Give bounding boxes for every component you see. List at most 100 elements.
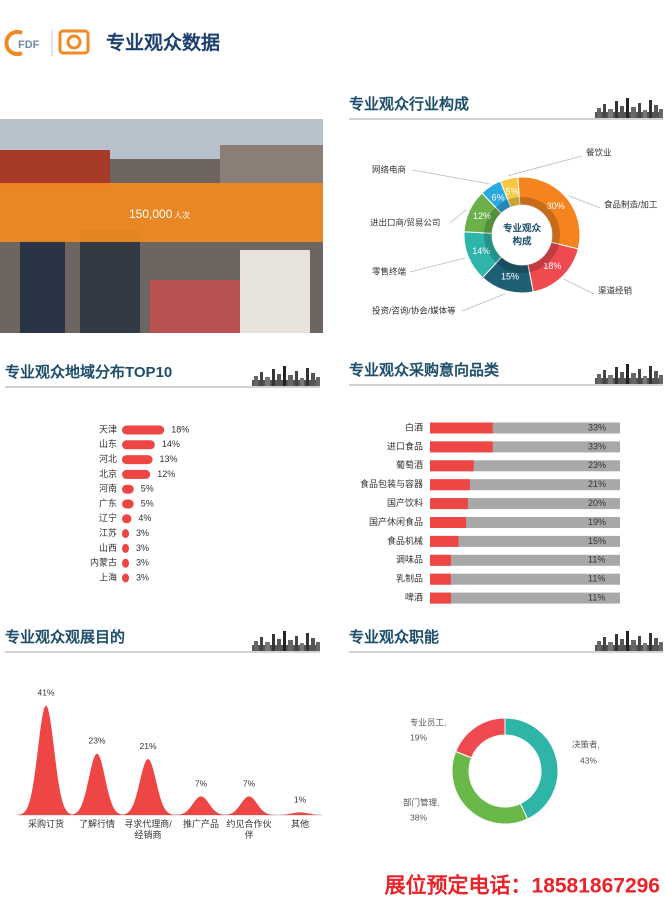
data-label: 3% xyxy=(136,558,149,568)
photo-band xyxy=(0,183,323,242)
data-label: 13% xyxy=(160,454,178,464)
bar-track xyxy=(430,554,620,566)
y-tick-label: 国产饮料 xyxy=(387,497,423,508)
bar xyxy=(430,517,467,528)
x-tick-label-text: 其他 xyxy=(290,819,309,829)
category-label: 部门管理, xyxy=(403,797,439,807)
y-tick-label: 辽宁 xyxy=(99,512,117,523)
data-label: 12% xyxy=(473,211,491,221)
logo-text: FDF xyxy=(18,39,40,51)
bar xyxy=(122,499,134,509)
bar xyxy=(122,514,132,524)
data-label: 21% xyxy=(588,479,606,489)
leader-line xyxy=(563,278,595,295)
data-label: 15% xyxy=(501,272,519,282)
bar xyxy=(122,440,155,450)
bar-track xyxy=(430,573,620,585)
category-label: 网络电商 xyxy=(372,164,406,174)
leader-line xyxy=(508,155,583,176)
data-label: 19% xyxy=(410,732,427,742)
section-title: 专业观众行业构成 xyxy=(349,95,469,113)
photo-person xyxy=(20,240,65,333)
bar-track xyxy=(430,422,620,434)
bar-track xyxy=(430,517,620,528)
category-label: 食品制造/加工 xyxy=(604,199,658,209)
center-label: 专业观众 xyxy=(503,223,542,235)
data-label: 14% xyxy=(162,439,180,449)
x-tick-label-text: 推广产品 xyxy=(182,819,219,829)
bar-track xyxy=(430,498,620,510)
photo-booth xyxy=(220,145,323,185)
data-label: 1% xyxy=(294,795,307,805)
peak xyxy=(171,796,231,815)
y-tick-label: 葡萄酒 xyxy=(396,459,423,470)
donut-segment xyxy=(481,180,512,214)
y-tick-label: 内蒙古 xyxy=(90,557,117,568)
photo-flowers xyxy=(150,280,240,333)
page-title: 专业观众数据 xyxy=(106,31,220,54)
y-tick-label: 天津 xyxy=(99,424,117,434)
data-label: 11% xyxy=(588,555,605,565)
data-label: 23% xyxy=(88,736,105,746)
photo-count: 150,000 xyxy=(129,207,173,221)
peak xyxy=(67,753,127,815)
data-label: 14% xyxy=(472,246,490,256)
y-tick-label: 山西 xyxy=(99,543,117,553)
skyline xyxy=(595,98,663,118)
skyline xyxy=(252,631,320,651)
center-label: 构成 xyxy=(512,236,532,248)
bar-track xyxy=(430,441,620,453)
section-title: 专业观众采购意向品类 xyxy=(349,361,500,379)
category-label: 投资/咨询/协会/媒体等 xyxy=(372,305,456,315)
data-label: 41% xyxy=(37,687,54,697)
data-label: 43% xyxy=(580,755,597,765)
data-label: 18% xyxy=(543,261,561,271)
logo-arc xyxy=(4,30,23,56)
bar xyxy=(430,441,493,453)
leader-line xyxy=(449,209,467,224)
y-tick-label: 河南 xyxy=(99,483,117,494)
section-title: 专业观众观展目的 xyxy=(5,628,125,646)
y-tick-label: 进口食品 xyxy=(387,440,423,451)
skyline xyxy=(595,631,663,651)
x-tick-label-text: 了解行情 xyxy=(78,819,115,829)
data-label: 19% xyxy=(588,517,606,527)
data-label: 12% xyxy=(157,469,175,479)
bar xyxy=(122,425,165,435)
data-label: 30% xyxy=(547,201,565,211)
data-label: 33% xyxy=(588,422,606,432)
y-tick-label: 广东 xyxy=(99,497,117,508)
x-tick-label: 其他 xyxy=(290,819,309,829)
section-title: 专业观众职能 xyxy=(349,628,439,646)
data-label: 33% xyxy=(588,441,606,451)
bar xyxy=(122,484,134,494)
bar xyxy=(122,529,130,539)
bar xyxy=(122,573,130,583)
data-label: 15% xyxy=(588,536,606,546)
donut-segment xyxy=(504,717,559,820)
y-tick-label: 江苏 xyxy=(99,527,117,538)
donut-segment xyxy=(451,750,529,825)
leader-line xyxy=(411,169,490,185)
bar xyxy=(122,558,130,568)
bar xyxy=(430,535,459,547)
peak xyxy=(16,705,76,815)
data-label: 23% xyxy=(588,460,606,470)
logo-icon-ring xyxy=(66,34,82,50)
bar-track xyxy=(430,479,620,491)
y-tick-label: 北京 xyxy=(99,468,117,479)
x-tick-label-text: 寻求代理商/ 经销商 xyxy=(124,819,172,840)
leader-line xyxy=(461,293,506,312)
data-label: 3% xyxy=(136,543,149,553)
y-tick-label: 食品机械 xyxy=(387,535,423,546)
data-label: 21% xyxy=(139,741,156,751)
bar xyxy=(430,573,451,585)
bar-track xyxy=(430,592,620,604)
bar xyxy=(122,469,151,479)
category-label: 餐饮业 xyxy=(586,147,612,157)
data-label: 11% xyxy=(588,574,605,584)
data-label: 4% xyxy=(138,513,151,523)
y-tick-label: 白酒 xyxy=(405,421,423,432)
bar xyxy=(122,455,153,465)
leader-line xyxy=(568,195,601,209)
